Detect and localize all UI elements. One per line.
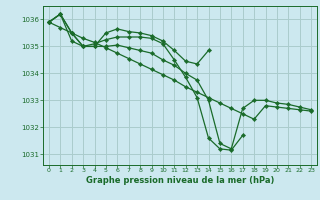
- X-axis label: Graphe pression niveau de la mer (hPa): Graphe pression niveau de la mer (hPa): [86, 176, 274, 185]
